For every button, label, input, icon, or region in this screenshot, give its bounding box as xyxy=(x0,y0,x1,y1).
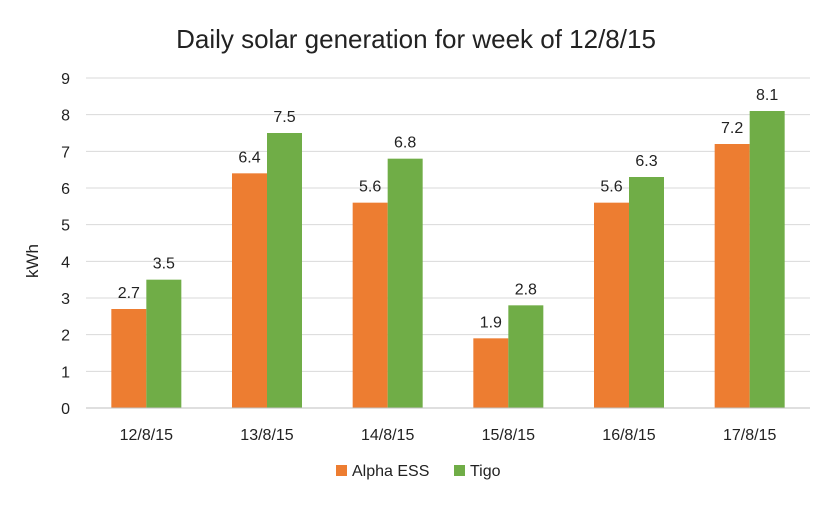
y-tick-label: 6 xyxy=(61,181,70,198)
legend-label: Alpha ESS xyxy=(352,463,429,480)
y-tick-label: 0 xyxy=(61,401,70,418)
data-label: 8.1 xyxy=(756,87,778,104)
data-label: 7.5 xyxy=(273,109,295,126)
chart-title: Daily solar generation for week of 12/8/… xyxy=(176,24,656,54)
bar-alpha-ess-0 xyxy=(111,309,147,408)
bar-tigo-2 xyxy=(387,158,423,408)
x-tick-label: 14/8/15 xyxy=(361,427,414,444)
y-axis-ticks: 0 1 2 3 4 5 6 7 8 9 xyxy=(61,71,70,418)
bars xyxy=(111,111,785,408)
legend-swatch-tigo xyxy=(454,465,465,476)
data-label: 6.8 xyxy=(394,135,416,152)
y-tick-label: 3 xyxy=(61,291,70,308)
data-labels: 2.7 3.5 6.4 7.5 5.6 6.8 1.9 2.8 5.6 6.3 7.2 8.1 xyxy=(118,87,779,331)
x-tick-label: 13/8/15 xyxy=(240,427,293,444)
bar-tigo-3 xyxy=(508,305,544,408)
y-tick-label: 1 xyxy=(61,364,70,381)
bar-alpha-ess-1 xyxy=(232,173,267,408)
bar-tigo-1 xyxy=(267,133,302,408)
y-tick-label: 7 xyxy=(61,144,70,161)
y-axis-label: kWh xyxy=(23,244,42,278)
legend-label: Tigo xyxy=(470,463,501,480)
gridlines xyxy=(86,77,810,372)
y-tick-label: 4 xyxy=(61,254,70,271)
y-tick-label: 8 xyxy=(61,108,70,125)
data-label: 2.7 xyxy=(118,285,140,302)
bar-alpha-ess-2 xyxy=(352,202,388,408)
data-label: 5.6 xyxy=(359,179,381,196)
data-label: 6.4 xyxy=(238,149,260,166)
bar-tigo-4 xyxy=(629,177,664,408)
y-tick-label: 5 xyxy=(61,218,70,235)
bar-tigo-0 xyxy=(146,279,182,408)
y-tick-label: 2 xyxy=(61,328,70,345)
data-label: 7.2 xyxy=(721,120,743,137)
x-tick-label: 16/8/15 xyxy=(602,427,655,444)
legend-swatch-alpha-ess xyxy=(336,465,347,476)
legend: Alpha ESS Tigo xyxy=(336,463,501,480)
data-label: 6.3 xyxy=(635,153,657,170)
bar-alpha-ess-5 xyxy=(714,144,750,408)
x-axis-ticks: 12/8/15 13/8/15 14/8/15 15/8/15 16/8/15 17/8/… xyxy=(120,427,777,444)
data-label: 1.9 xyxy=(480,314,502,331)
bar-alpha-ess-3 xyxy=(473,338,509,408)
x-tick-label: 15/8/15 xyxy=(482,427,535,444)
y-tick-label: 9 xyxy=(61,71,70,88)
data-label: 2.8 xyxy=(515,281,537,298)
x-tick-label: 12/8/15 xyxy=(120,427,173,444)
data-label: 3.5 xyxy=(153,256,175,273)
x-tick-label: 17/8/15 xyxy=(723,427,776,444)
data-label: 5.6 xyxy=(600,179,622,196)
bar-alpha-ess-4 xyxy=(594,202,629,408)
bar-tigo-5 xyxy=(749,111,785,408)
